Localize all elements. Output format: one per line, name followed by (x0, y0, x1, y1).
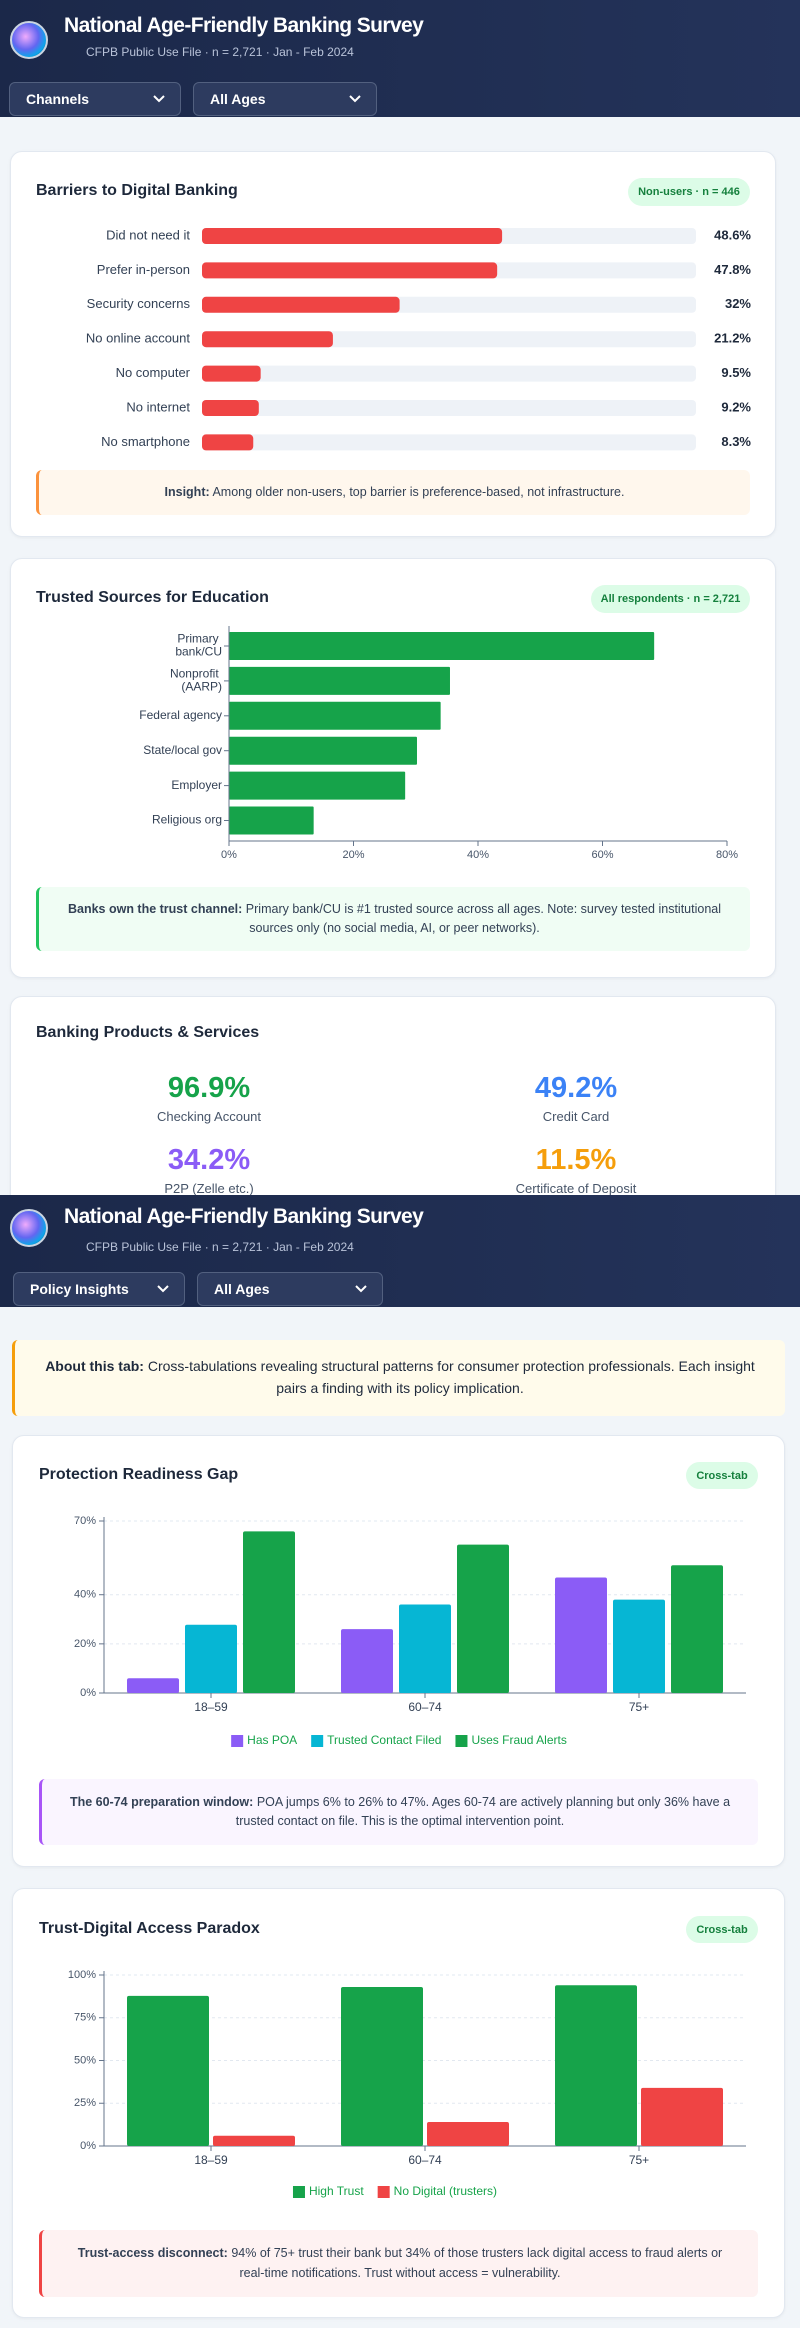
insight-note: Banks own the trust channel: Primary ban… (36, 887, 750, 951)
badge: Cross-tab (686, 1916, 758, 1943)
app-subtitle: CFPB Public Use File · n = 2,721 · Jan -… (86, 1240, 354, 1254)
dropdown-label: Channels (26, 91, 90, 107)
dropdown[interactable]: Policy Insights (13, 1272, 185, 1306)
note-lead: Banks own the trust channel: (67, 901, 243, 916)
note-text: Cross-tabulations revealing structural p… (147, 1358, 755, 1396)
stat: 11.5% Certificate of Deposit (426, 1144, 726, 1196)
badge: Cross-tab (686, 1462, 758, 1489)
dropdown-label: All Ages (214, 1281, 270, 1297)
card-title: Protection Readiness Gap (39, 1466, 239, 1483)
insight-note: Trust-access disconnect: 94% of 75+ trus… (39, 2230, 758, 2297)
stat: 96.9% Checking Account (59, 1072, 359, 1124)
stat: 49.2% Credit Card (426, 1072, 726, 1124)
app-subtitle: CFPB Public Use File · n = 2,721 · Jan -… (86, 45, 354, 59)
about-note: About this tab: Cross-tabulations reveal… (12, 1340, 785, 1416)
logo (10, 21, 48, 59)
dropdown[interactable]: All Ages (193, 82, 377, 116)
stat-label: Credit Card (542, 1109, 610, 1124)
note-text: Primary bank/CU is #1 trusted source acr… (245, 901, 722, 935)
card-title: Trust-Digital Access Paradox (39, 1920, 260, 1937)
app-title: National Age-Friendly Banking Survey (64, 14, 424, 37)
stat-value: 34.2% (167, 1144, 251, 1176)
dropdown[interactable]: Channels (9, 82, 181, 116)
stat-value: 96.9% (167, 1072, 251, 1104)
dropdown-label: Policy Insights (30, 1281, 129, 1297)
stat-label: Certificate of Deposit (515, 1181, 637, 1196)
note-lead: About this tab: (45, 1358, 144, 1375)
insight-note: Insight: Among older non-users, top barr… (36, 470, 750, 515)
badge: All respondents · n = 2,721 (591, 585, 750, 613)
dropdown[interactable]: All Ages (197, 1272, 383, 1306)
note-lead: Insight: (164, 484, 210, 499)
note-text: Among older non-users, top barrier is pr… (212, 484, 625, 499)
logo (10, 1209, 48, 1247)
card-title: Banking Products & Services (36, 1024, 260, 1041)
note-lead: The 60-74 preparation window: (69, 1794, 254, 1809)
app-title: National Age-Friendly Banking Survey (64, 1205, 424, 1228)
stat-label: P2P (Zelle etc.) (164, 1181, 254, 1196)
stat-value: 49.2% (534, 1072, 618, 1104)
header: National Age-Friendly Banking Survey CFP… (0, 0, 800, 117)
note-text: POA jumps 6% to 26% to 47%. Ages 60-74 a… (235, 1794, 731, 1828)
badge: Non-users · n = 446 (628, 178, 750, 206)
dropdown-label: All Ages (210, 91, 266, 107)
stat-value: 11.5% (535, 1144, 617, 1176)
stat-label: Checking Account (156, 1109, 262, 1124)
note-lead: Trust-access disconnect: (77, 2246, 228, 2261)
header: National Age-Friendly Banking Survey CFP… (0, 1195, 800, 1307)
note-text: 94% of 75+ trust their bank but 34% of t… (231, 2246, 723, 2280)
stat: 34.2% P2P (Zelle etc.) (59, 1144, 359, 1196)
card-title: Barriers to Digital Banking (36, 182, 238, 199)
insight-note: The 60-74 preparation window: POA jumps … (39, 1779, 758, 1845)
card-title: Trusted Sources for Education (36, 589, 269, 606)
